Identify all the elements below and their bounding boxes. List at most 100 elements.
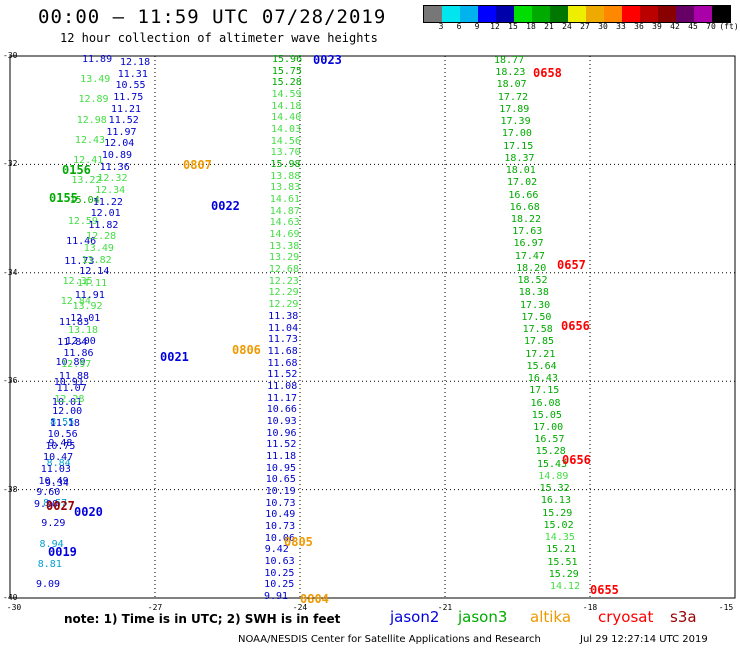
wave-height-value: 12.04 — [104, 138, 135, 150]
color-scale-swatch — [460, 6, 478, 22]
pass-id-label: 0658 — [533, 66, 562, 80]
grid-lines — [10, 56, 735, 598]
wave-height-value: 15.43 — [536, 458, 568, 470]
wave-height-value: 13.18 — [67, 324, 99, 336]
wave-height-value: 10.49 — [38, 475, 69, 487]
wave-height-value: 10.95 — [265, 462, 297, 474]
wave-height-value: 11.83 — [59, 316, 90, 328]
wave-height-value: 13.82 — [81, 254, 112, 266]
color-scale-label: 15 — [508, 22, 518, 31]
wave-height-value: 17.63 — [512, 226, 543, 238]
wave-height-value: 14.40 — [271, 112, 302, 124]
latitude-label: -32 — [3, 159, 18, 169]
wave-height-value: 12.59 — [67, 215, 98, 227]
wave-height-value: 15.29 — [548, 568, 579, 580]
wave-height-value: 11.46 — [66, 235, 97, 247]
color-scale-swatch — [550, 6, 568, 22]
wave-height-value: 12.97 — [61, 359, 92, 371]
color-scale-swatch — [658, 6, 676, 22]
wave-height-value: 10.73 — [265, 497, 296, 509]
wave-height-value: 10.19 — [265, 485, 296, 497]
wave-height-value: 14.63 — [269, 217, 300, 229]
longitude-label: -18 — [582, 603, 598, 612]
wave-height-value: 10.65 — [265, 474, 296, 486]
wave-height-value: 9.60 — [36, 487, 61, 499]
wave-height-value: 13.22 — [71, 175, 102, 187]
wave-height-value: 11.18 — [266, 450, 297, 462]
wave-height-value: 12.43 — [74, 134, 106, 146]
color-scale-label: 21 — [544, 22, 554, 31]
wave-height-value: 17.00 — [501, 128, 532, 140]
pass-id-label: 0655 — [590, 583, 619, 597]
wave-height-value: 11.22 — [92, 196, 123, 208]
latitude-label: -30 — [3, 51, 18, 60]
wave-height-value: 15.29 — [542, 507, 573, 519]
wave-height-value: 9.29 — [41, 518, 66, 530]
color-scale-label: 12 — [490, 22, 500, 31]
wave-height-value: 10.06 — [264, 532, 295, 544]
wave-height-value: 15.96 — [272, 54, 303, 65]
wave-height-value: 11.88 — [58, 371, 89, 383]
wave-height-value: 12.98 — [76, 114, 107, 126]
wave-height-value: 10.91 — [53, 377, 84, 389]
wave-height-value: 15.98 — [270, 159, 301, 171]
wave-height-value: 11.82 — [88, 219, 119, 231]
legend-jason3: jason3 — [458, 608, 508, 626]
color-scale-label: 36 — [634, 22, 644, 31]
wave-height-value: 18.38 — [518, 287, 549, 299]
color-scale-label: 3 — [438, 22, 444, 31]
credit-line: NOAA/NESDIS Center for Satellite Applica… — [238, 634, 541, 645]
wave-height-value: 11.75 — [113, 91, 144, 103]
wave-height-value: 11.91 — [74, 289, 105, 301]
wave-height-value: 9.42 — [264, 544, 289, 556]
wave-height-value: 9.34 — [44, 478, 69, 490]
wave-height-value: 14.59 — [271, 89, 302, 101]
color-scale-labels: 3 6 9 12 15 18 21 24 27 30 33 36 39 42 45 70 (ft) — [423, 22, 739, 34]
wave-height-value: 10.96 — [266, 427, 297, 439]
wave-height-value: 15.28 — [535, 446, 566, 458]
latitude-label: -38 — [3, 484, 18, 494]
wave-height-value: 11.36 — [99, 161, 130, 173]
wave-height-value: 11.86 — [63, 347, 94, 359]
color-scale-swatch — [496, 6, 514, 22]
pass-id-label: 0804 — [300, 592, 329, 606]
pass-id-label: 0657 — [557, 258, 586, 272]
wave-height-value: 11.52 — [267, 369, 298, 381]
longitude-label: -21 — [437, 603, 453, 612]
wave-height-value: 18.07 — [496, 79, 527, 91]
wave-height-value: 14.87 — [269, 205, 300, 217]
wave-height-value: 13.83 — [270, 182, 301, 194]
wave-height-value: 18.77 — [494, 55, 525, 66]
color-scale-label: (ft) — [719, 22, 739, 31]
wave-height-value: 12.68 — [268, 264, 299, 276]
color-scale-swatch — [604, 6, 622, 22]
wave-height-value: 17.50 — [521, 311, 552, 323]
wave-height-value: 10.56 — [47, 429, 78, 441]
color-scale-label: 39 — [652, 22, 662, 31]
wave-height-value: 15.04 — [69, 195, 100, 207]
wave-height-value: 9.48 — [48, 437, 73, 449]
wave-height-value: 12.29 — [268, 299, 299, 311]
color-scale-label: 18 — [526, 22, 536, 31]
wave-height-value: 8.84 — [46, 457, 71, 469]
color-scale-label: 6 — [456, 22, 462, 31]
wave-height-value: 15.32 — [539, 483, 570, 495]
wave-height-value: 17.39 — [500, 116, 531, 128]
wave-height-value: 8.81 — [37, 558, 62, 570]
wave-height-value: 15.05 — [531, 409, 562, 421]
map-title: 00:00 – 11:59 UTC 07/28/2019 — [38, 6, 387, 28]
wave-height-value: 13.70 — [270, 147, 301, 159]
wave-height-value: 12.89 — [78, 94, 109, 106]
wave-height-value: 18.23 — [495, 67, 526, 79]
wave-height-value: 15.64 — [526, 360, 557, 372]
pass-id-label: 0656 — [561, 319, 590, 333]
legend-altika: altika — [530, 608, 572, 626]
wave-height-value: 16.97 — [513, 238, 544, 250]
color-scale-label: 33 — [616, 22, 626, 31]
wave-height-value: 12.28 — [86, 231, 117, 243]
wave-height-value: 12.01 — [90, 208, 121, 220]
wave-height-value: 15.21 — [546, 544, 577, 556]
wave-height-value: 16.43 — [527, 373, 558, 385]
wave-height-value: 13.38 — [269, 240, 300, 252]
wave-height-value: 16.68 — [509, 201, 540, 213]
